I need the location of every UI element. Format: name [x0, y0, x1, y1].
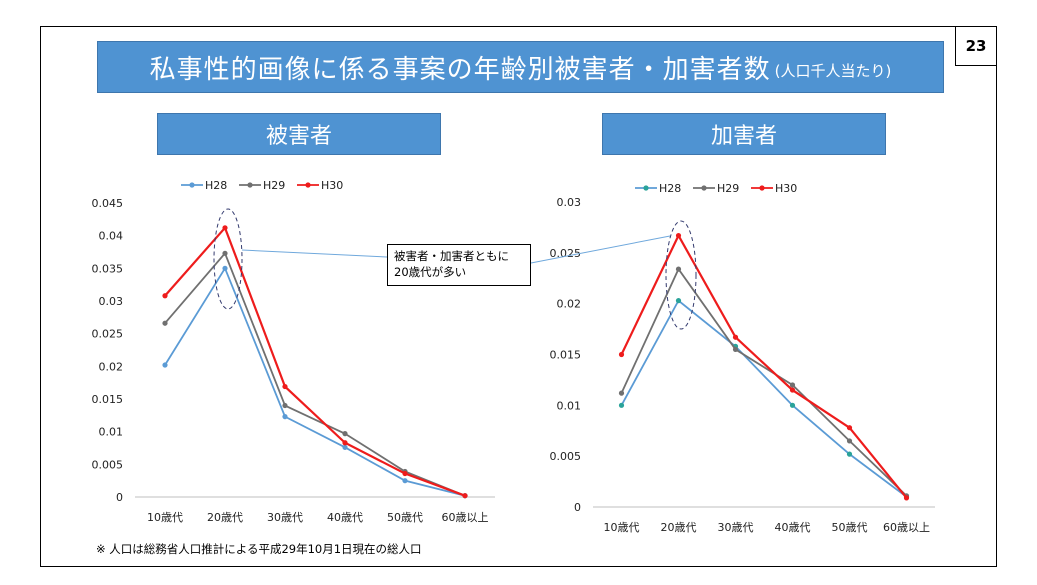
x-tick-label: 30歳代: [718, 521, 754, 534]
y-tick-label: 0.01: [557, 399, 582, 412]
legend-label-H29: H29: [717, 182, 739, 195]
data-point-H30: [342, 440, 348, 446]
legend-marker-H30: [305, 182, 311, 188]
data-point-H28: [675, 298, 682, 304]
page-number: 23: [955, 26, 997, 66]
y-tick-label: 0.02: [557, 298, 582, 311]
x-tick-label: 60歳以上: [883, 521, 930, 534]
y-tick-label: 0.015: [92, 393, 124, 406]
highlight-ellipse-right: [665, 220, 697, 330]
y-tick-label: 0.025: [92, 328, 124, 341]
data-point-H30: [162, 293, 168, 299]
data-point-H30: [789, 387, 796, 393]
data-point-H29: [846, 438, 853, 444]
data-point-H30: [903, 495, 910, 501]
data-point-H28: [789, 402, 796, 408]
series-line-H28: [164, 266, 466, 497]
data-point-H30: [618, 351, 625, 358]
y-tick-label: 0.04: [99, 230, 124, 243]
y-tick-label: 0.045: [92, 197, 124, 210]
x-tick-label: 20歳代: [207, 511, 243, 524]
y-tick-label: 0.01: [99, 426, 124, 439]
page-title: 私事性的画像に係る事案の年齢別被害者・加害者数: [149, 54, 771, 85]
series-line-H30: [620, 233, 908, 499]
x-tick-label: 50歳代: [387, 511, 423, 524]
data-point-H30: [732, 334, 739, 340]
callout-line-1: 被害者・加害者ともに: [394, 249, 509, 263]
data-point-H28: [222, 265, 228, 271]
y-tick-label: 0.015: [550, 349, 582, 362]
y-tick-label: 0: [574, 501, 581, 514]
data-point-H28: [618, 402, 625, 408]
legend-label-H28: H28: [205, 179, 227, 192]
offender-chart: 0 0.005 0.01 0.015 0.02 0.025 0.03 10歳代 20歳代 30歳代…: [550, 182, 935, 534]
data-point-H30: [222, 225, 228, 231]
x-tick-label: 40歳代: [327, 511, 363, 524]
legend-marker-H29: [247, 182, 253, 188]
data-point-H28: [342, 444, 348, 450]
y-tick-label: 0.02: [99, 360, 124, 373]
victim-chart: 0 0.005 0.01 0.015 0.02 0.025 0.03 0.035 0.04 0.0…: [92, 179, 495, 524]
data-point-H29: [732, 346, 739, 353]
data-point-H28: [282, 414, 288, 420]
footnote: ※ 人口は総務省人口推計による平成29年10月1日現在の総人口: [96, 542, 422, 556]
y-tick-label: 0.025: [550, 247, 582, 260]
data-point-H29: [342, 431, 348, 437]
data-point-H29: [222, 250, 228, 256]
page-title-sub: (人口千人当たり): [774, 61, 892, 80]
legend-label-H29: H29: [263, 179, 285, 192]
y-tick-label: 0.005: [550, 450, 582, 463]
highlight-ellipse-left: [213, 208, 243, 310]
legend-label-H28: H28: [659, 182, 681, 195]
y-tick-label: 0.035: [92, 262, 124, 275]
legend-marker-H28: [643, 185, 649, 191]
callout-connector-left: [241, 249, 388, 258]
title-banner: 私事性的画像に係る事案の年齢別被害者・加害者数 (人口千人当たり): [97, 41, 944, 93]
victim-chart-header: 被害者: [157, 113, 441, 155]
legend-label-H30: H30: [775, 182, 797, 195]
data-point-H29: [162, 320, 168, 326]
series-line-H29: [164, 251, 466, 497]
x-tick-label: 50歳代: [832, 521, 868, 534]
x-tick-label: 40歳代: [775, 521, 811, 534]
offender-chart-header: 加害者: [602, 113, 886, 155]
data-point-H28: [846, 451, 853, 457]
callout-box: 被害者・加害者ともに 20歳代が多い: [387, 244, 531, 286]
series-line-H28: [620, 299, 908, 498]
data-point-H30: [462, 493, 468, 499]
callout-line-2: 20歳代が多い: [394, 265, 467, 279]
callout-connector-right: [530, 235, 671, 264]
data-point-H30: [846, 425, 853, 431]
data-point-H29: [789, 382, 796, 388]
data-point-H28: [162, 362, 168, 368]
series-line-H29: [620, 267, 908, 497]
data-point-H29: [282, 402, 288, 409]
y-tick-label: 0.03: [99, 295, 124, 308]
x-tick-label: 30歳代: [267, 511, 303, 524]
y-tick-label: 0.005: [92, 458, 124, 471]
data-point-H30: [402, 470, 408, 477]
legend-marker-H30: [759, 185, 765, 191]
x-tick-label: 10歳代: [147, 511, 183, 524]
legend-marker-H28: [189, 182, 195, 188]
data-point-H30: [282, 383, 288, 390]
y-tick-label: 0.03: [557, 196, 582, 209]
data-point-H28: [402, 478, 408, 484]
legend-marker-H29: [701, 185, 707, 191]
x-tick-label: 20歳代: [661, 521, 697, 534]
y-tick-label: 0: [116, 491, 123, 504]
data-point-H29: [675, 266, 682, 272]
x-tick-label: 60歳以上: [442, 511, 489, 524]
legend-label-H30: H30: [321, 179, 343, 192]
x-tick-label: 10歳代: [604, 521, 640, 534]
data-point-H30: [675, 232, 682, 239]
data-point-H29: [618, 390, 625, 396]
